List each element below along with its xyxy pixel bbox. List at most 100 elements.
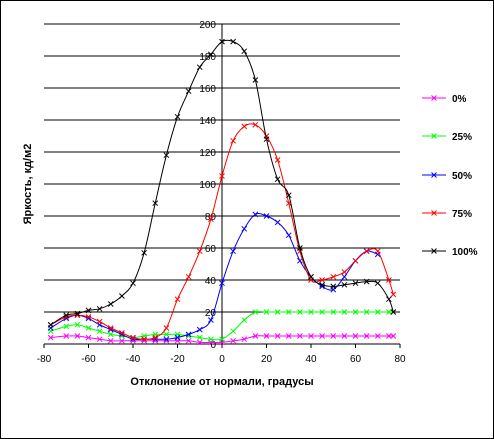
data-point: [390, 309, 397, 315]
data-point: [208, 51, 214, 58]
legend-marker: [431, 210, 437, 216]
legend: 0% 25% 50% 75% 100%: [422, 94, 478, 258]
legend-entry: 50%: [422, 171, 472, 182]
y-tick-label: 40: [205, 276, 217, 287]
data-point: [196, 248, 203, 255]
data-point: [319, 309, 325, 315]
data-point: [263, 333, 270, 339]
data-point: [63, 323, 70, 330]
data-point: [252, 211, 259, 218]
data-point: [185, 273, 192, 280]
x-tick-label: 0: [219, 354, 225, 365]
data-point: [63, 333, 70, 339]
data-point: [130, 334, 136, 341]
data-point: [252, 77, 259, 83]
x-tick-label: 20: [261, 354, 273, 365]
data-point: [341, 269, 348, 275]
data-point: [163, 152, 170, 159]
data-point: [96, 305, 103, 312]
legend-entry: 0%: [422, 94, 467, 105]
data-point: [85, 325, 92, 331]
y-tick-label: 160: [199, 84, 216, 95]
data-point: [352, 257, 359, 264]
data-point: [386, 277, 392, 283]
legend-marker: [431, 172, 437, 178]
data-point: [196, 326, 203, 333]
data-point: [297, 257, 303, 264]
data-point: [85, 307, 92, 314]
data-point: [96, 318, 103, 325]
data-point: [130, 280, 136, 287]
y-axis-label: Яркость, кд/м2: [22, 144, 34, 225]
data-point: [196, 339, 203, 346]
data-point: [274, 219, 281, 226]
data-point: [119, 331, 125, 338]
data-point: [185, 88, 192, 95]
data-point: [196, 64, 203, 71]
data-point: [341, 273, 348, 280]
data-point: [386, 309, 392, 315]
data-point: [96, 328, 103, 335]
legend-marker: [431, 95, 437, 101]
data-point: [386, 333, 392, 339]
y-tick-label: 140: [199, 116, 216, 127]
plot-series: [47, 38, 397, 346]
data-point: [152, 336, 159, 343]
data-point: [363, 248, 370, 255]
y-tick-label: 0: [210, 340, 216, 351]
data-point: [330, 333, 337, 339]
series-4: [47, 38, 397, 328]
data-point: [341, 309, 348, 315]
data-point: [185, 331, 192, 338]
data-point: [374, 280, 381, 287]
data-point: [119, 329, 125, 336]
data-point: [386, 296, 392, 303]
y-tick-label: 200: [199, 20, 216, 31]
data-point: [208, 317, 214, 323]
legend-label: 75%: [452, 209, 472, 220]
legend-label: 100%: [452, 247, 478, 258]
data-point: [219, 173, 225, 179]
data-point: [107, 337, 114, 344]
data-point: [374, 309, 381, 315]
data-point: [308, 273, 314, 280]
data-point: [263, 136, 270, 143]
data-point: [230, 137, 236, 144]
data-point: [363, 309, 370, 315]
data-point: [352, 280, 359, 287]
data-point: [363, 333, 370, 339]
data-point: [263, 213, 270, 219]
y-tick-label: 80: [205, 212, 217, 223]
data-point: [319, 333, 325, 339]
data-point: [330, 273, 337, 280]
data-point: [185, 337, 192, 344]
data-point: [230, 328, 236, 335]
series-line: [50, 310, 394, 341]
data-point: [174, 113, 181, 120]
data-point: [285, 333, 292, 339]
data-point: [230, 38, 236, 45]
x-tick-label: 40: [305, 354, 317, 365]
data-point: [241, 317, 248, 323]
data-point: [119, 337, 125, 344]
data-point: [241, 48, 248, 55]
data-point: [85, 313, 92, 320]
data-point: [252, 309, 259, 315]
data-point: [285, 232, 292, 239]
legend-marker: [431, 133, 437, 139]
data-point: [363, 278, 370, 285]
data-point: [74, 333, 81, 339]
series-3: [47, 121, 397, 343]
data-point: [230, 337, 236, 344]
legend-label: 0%: [452, 94, 467, 105]
data-point: [196, 334, 203, 341]
data-point: [341, 333, 348, 339]
data-point: [85, 334, 92, 341]
data-point: [119, 293, 125, 299]
data-point: [174, 334, 181, 341]
data-point: [341, 281, 348, 288]
y-tick-label: 100: [199, 180, 216, 191]
